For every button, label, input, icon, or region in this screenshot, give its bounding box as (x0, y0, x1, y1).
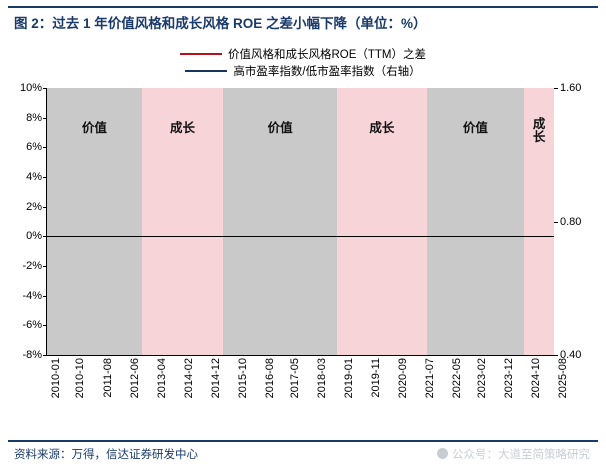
x-tick-label: 2025-08 (557, 358, 569, 399)
x-tick-label: 2010-01 (50, 358, 62, 399)
y-tick-mark-left (43, 266, 47, 267)
x-tick-label: 2016-08 (264, 358, 277, 399)
x-tick-label: 2017-05 (288, 358, 301, 399)
regime-band (223, 88, 338, 355)
y-tick-left: 8% (26, 111, 42, 124)
y-tick-left: 10% (19, 82, 42, 94)
legend-label-1: 价值风格和成长风格ROE（TTM）之差 (227, 49, 427, 61)
y-tick-mark-left (43, 325, 47, 327)
y-tick-left: -8% (22, 349, 42, 361)
y-tick-left: -6% (22, 319, 42, 332)
y-tick-right: 1.60 (560, 82, 582, 94)
y-tick-left: 0% (26, 230, 42, 243)
watermark: 公众号：大道至简策略研究 (437, 446, 590, 462)
y-tick-mark-left (43, 88, 47, 89)
regime-band-label: 成 长 (532, 117, 546, 145)
y-tick-mark-right (554, 221, 558, 223)
x-tick-label: 2010-10 (74, 358, 87, 399)
wechat-icon (437, 448, 448, 459)
legend-swatch-red-icon (179, 53, 222, 55)
y-tick-right: 0.80 (560, 215, 582, 228)
x-tick-label: 2022-05 (451, 358, 464, 399)
y-tick-mark-left (43, 295, 47, 297)
plot-area: 价值 成长 价值 成长 价值成 长 10% 8% 6% 4% 2% 0% -2% -4% -6% -8% … (20, 82, 581, 361)
y-tick-left: 6% (26, 141, 42, 154)
y-tick-left: -4% (22, 289, 42, 302)
regime-band-label: 成长 (170, 121, 196, 135)
legend-item-pe-ratio: 高市盈率指数/低市盈率指数（右轴） (0, 63, 606, 79)
y-tick-left: 4% (26, 171, 42, 183)
x-axis-labels: 2010-01 2010-10 2011-08 2012-06 2013-04 2014-… (46, 358, 569, 428)
y-tick-mark-left (43, 147, 47, 149)
x-tick-label: 2018-03 (315, 358, 328, 399)
y-tick-mark-left (43, 206, 47, 208)
x-tick-label: 2020-09 (397, 358, 410, 399)
regime-band-label: 价值 (267, 121, 293, 135)
regime-band (337, 88, 427, 355)
x-tick-label: 2014-12 (209, 358, 222, 399)
regime-band (524, 88, 554, 355)
source-note: 资料来源：万得，信达证券研发中心 (14, 449, 198, 461)
regime-band (426, 88, 525, 355)
regime-band-label: 价值 (81, 121, 107, 135)
legend-item-value-growth-roe: 价值风格和成长风格ROE（TTM）之差 (0, 46, 606, 62)
y-tick-mark-left (43, 117, 47, 119)
footer-rule (8, 440, 598, 442)
x-tick-label: 2011-08 (101, 358, 114, 398)
x-tick-label: 2023-12 (502, 358, 515, 399)
regime-band (141, 88, 224, 355)
x-tick-label: 2024-10 (529, 358, 542, 399)
x-tick-label: 2021-07 (424, 358, 437, 399)
title-bar: 图 2：过去 1 年价值风格和成长风格 ROE 之差小幅下降（单位：%） (0, 0, 606, 40)
legend-label-2: 高市盈率指数/低市盈率指数（右轴） (233, 66, 421, 78)
zero-line (47, 236, 554, 238)
y-tick-right: 0.40 (560, 349, 582, 361)
y-tick-left: 2% (26, 200, 42, 213)
x-tick-label: 2012-06 (128, 358, 141, 399)
y-tick-mark-left (43, 177, 47, 178)
x-tick-label: 2019-01 (342, 358, 355, 399)
title-top-rule (8, 6, 598, 8)
regime-band-label: 价值 (462, 121, 488, 135)
regime-bands: 价值 成长 价值 成长 价值 成 长 (47, 88, 554, 355)
x-tick-label: 2015-10 (237, 358, 250, 399)
y-tick-mark-left (43, 236, 47, 238)
x-tick-label: 2019-11 (369, 358, 382, 398)
x-tick-label: 2023-02 (475, 358, 488, 399)
legend-swatch-navy-icon (185, 70, 228, 72)
y-tick-mark-right (554, 88, 558, 89)
y-tick-mark-left (43, 355, 47, 356)
regime-band-label: 成长 (369, 121, 395, 135)
x-tick-label: 2013-04 (155, 358, 168, 399)
regime-band (47, 88, 142, 355)
watermark-text: 公众号：大道至简策略研究 (452, 449, 590, 461)
y-tick-mark-right (554, 355, 558, 356)
x-tick-label: 2014-02 (182, 358, 195, 399)
y-tick-left: -2% (22, 260, 42, 272)
page-title: 图 2：过去 1 年价值风格和成长风格 ROE 之差小幅下降（单位：%） (14, 16, 427, 31)
chart-legend: 价值风格和成长风格ROE（TTM）之差 高市盈率指数/低市盈率指数（右轴） (0, 46, 606, 80)
